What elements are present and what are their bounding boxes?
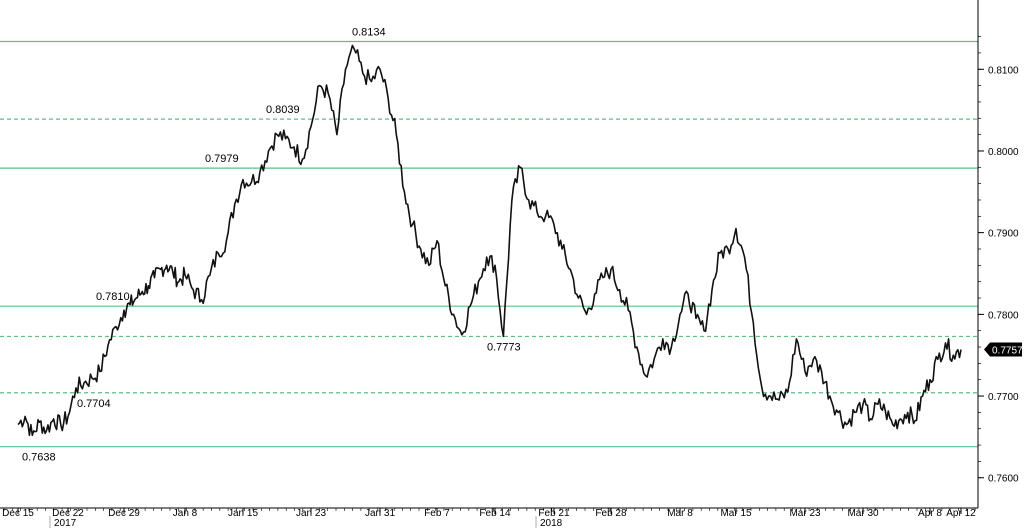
year-label: 2018 — [540, 518, 563, 528]
x-tick-label: Dec 29 — [108, 508, 140, 519]
x-tick-label: Mar 8 — [667, 508, 693, 519]
x-tick-label: Feb 14 — [479, 508, 511, 519]
level-label: 0.7638 — [22, 452, 56, 464]
x-tick-label: Jan 23 — [296, 508, 326, 519]
y-tick-label: 0.7600 — [988, 474, 1019, 485]
level-label: 0.7810 — [96, 291, 130, 303]
x-tick-label: Jan 8 — [173, 508, 198, 519]
x-tick-label: Mar 30 — [847, 508, 879, 519]
level-label: 0.8039 — [266, 104, 300, 116]
x-tick-label: Dec 22 — [52, 508, 84, 519]
x-tick-label: Feb 7 — [424, 508, 450, 519]
year-label: 2017 — [54, 518, 77, 528]
last-value-text: 0.7757 — [992, 345, 1023, 356]
price-series — [17, 44, 962, 437]
x-tick-label: Feb 28 — [595, 508, 627, 519]
price-line — [17, 44, 962, 437]
x-tick-label: Mar 15 — [720, 508, 752, 519]
level-label: 0.8134 — [352, 26, 386, 38]
x-tick-label: Apr 12 — [946, 508, 976, 519]
level-lines: 0.8134 0.8039 0.7979 0.7810 0.7773 0.7704 0.76… — [0, 26, 978, 464]
x-tick-label: Feb 21 — [538, 508, 570, 519]
level-label: 0.7704 — [77, 398, 111, 410]
y-tick-label: 0.7800 — [988, 310, 1019, 321]
y-tick-label: 0.8100 — [988, 65, 1019, 76]
y-tick-label: 0.8000 — [988, 147, 1019, 158]
last-value-box — [984, 342, 1022, 357]
x-tick-label: Jan 15 — [228, 508, 258, 519]
y-tick-label: 0.7700 — [988, 392, 1019, 403]
y-tick-label: 0.7900 — [988, 229, 1019, 240]
level-label: 0.7979 — [205, 153, 239, 165]
x-tick-label: Jan 31 — [365, 508, 395, 519]
x-tick-label: Dec 15 — [2, 508, 34, 519]
last-value-badge: 0.7757 — [984, 342, 1023, 357]
level-label: 0.7773 — [487, 341, 521, 353]
x-tick-label: Apr 8 — [918, 508, 942, 519]
x-tick-label: Mar 23 — [789, 508, 821, 519]
